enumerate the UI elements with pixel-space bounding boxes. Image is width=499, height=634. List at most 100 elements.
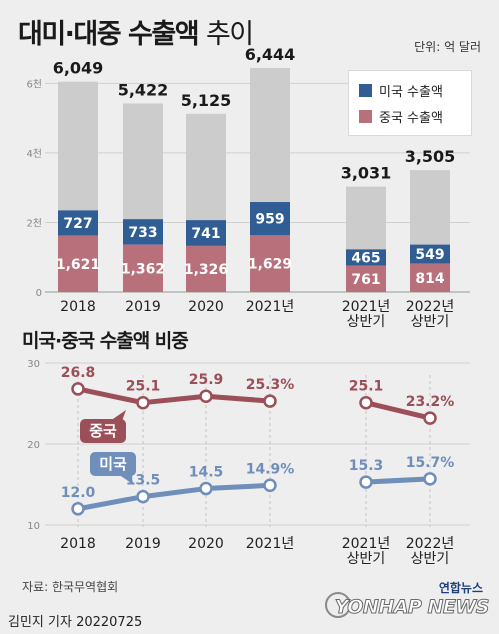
- line-x-tick-label: 2021년: [246, 536, 295, 552]
- source-note: 자료: 한국무역협회: [22, 580, 119, 594]
- bar-total-label: 3,031: [341, 164, 392, 183]
- us-share-line: [363, 476, 433, 485]
- us-share-point: [263, 478, 277, 493]
- bar-rest-segment: [123, 103, 163, 220]
- china-share-point: [136, 395, 150, 410]
- china-share-line: [363, 400, 433, 421]
- us-series-tag-pointer: [118, 474, 134, 485]
- line-y-tick-label: 10: [27, 521, 40, 532]
- bar-us-segment: [250, 202, 290, 236]
- page-title: 대미·대중 수출액 추이: [18, 12, 254, 51]
- bar-us-value-label: 959: [255, 212, 284, 228]
- bar-us-segment: [346, 249, 386, 266]
- bar-us-segment: [186, 220, 226, 246]
- legend-item-us: 미국 수출액: [359, 81, 443, 100]
- bar-total-label: 3,505: [405, 147, 456, 166]
- us-share-value-label: 14.9%: [246, 461, 295, 477]
- china-series-tag: [80, 419, 126, 443]
- bar-x-tick-label: 2022년 상반기: [406, 299, 455, 330]
- bar-us-segment: [123, 219, 163, 245]
- us-share-value-label: 15.3: [349, 458, 384, 474]
- bar-china-segment: [58, 235, 98, 292]
- legend-swatch-china: [359, 110, 372, 123]
- china-series-tag-pointer: [110, 410, 126, 421]
- china-share-value-label: 25.9: [189, 372, 224, 388]
- china-share-value-label: 26.8: [61, 365, 96, 381]
- bar-rest-segment: [186, 113, 226, 221]
- bar-x-tick-label: 2019: [125, 299, 161, 315]
- us-share-point: [136, 489, 150, 504]
- line-x-tick-label: 2018: [60, 536, 96, 552]
- title-light: 추이: [205, 19, 254, 50]
- us-share-point: [71, 502, 85, 516]
- bar-us-segment: [58, 210, 98, 236]
- unit-label: 단위: 억 달러: [414, 40, 481, 54]
- bar-y-tick-label: 6천: [26, 78, 42, 90]
- bar-x-tick-label: 2018: [60, 299, 96, 315]
- bar-china-segment: [346, 265, 386, 292]
- us-share-point: [199, 481, 213, 496]
- china-share-point: [359, 395, 373, 410]
- china-share-point: [199, 389, 213, 403]
- reporter-credit: 김민지 기자 20220725: [8, 615, 143, 630]
- yonhap-logo: 연합뉴스 YONHAP NEWS: [319, 578, 490, 628]
- title-strong: 대미·대중 수출액: [18, 19, 200, 50]
- bar-china-segment: [410, 263, 450, 292]
- legend-item-china: 중국 수출액: [359, 107, 443, 126]
- bar-y-tick-label: 2천: [26, 217, 42, 229]
- us-series-tag: [90, 452, 136, 476]
- bar-china-value-label: 1,629: [248, 257, 292, 273]
- bar-china-value-label: 814: [415, 271, 444, 287]
- us-share-point: [423, 472, 437, 486]
- line-x-tick-label: 2019: [125, 536, 161, 552]
- bar-x-tick-label: 2021년: [246, 299, 295, 315]
- legend: 미국 수출액 중국 수출액: [348, 70, 472, 136]
- china-share-point: [263, 394, 277, 408]
- china-share-point: [423, 411, 437, 425]
- bar-us-segment: [410, 244, 450, 264]
- bar-china-segment: [250, 235, 290, 292]
- bar-us-value-label: 741: [191, 226, 220, 242]
- legend-label-us: 미국 수출액: [379, 85, 443, 100]
- china-share-value-label: 23.2%: [406, 394, 455, 410]
- us-share-value-label: 12.0: [61, 485, 96, 501]
- bar-china-segment: [186, 245, 226, 292]
- line-y-tick-label: 30: [27, 359, 40, 370]
- line-x-tick-label: 2022년 상반기: [406, 536, 455, 567]
- bar-y-tick-label: 4천: [26, 148, 42, 160]
- us-share-value-label: 13.5: [126, 473, 161, 489]
- bar-china-value-label: 1,326: [184, 262, 228, 278]
- bar-total-label: 6,049: [53, 59, 104, 78]
- bar-rest-segment: [58, 81, 98, 211]
- line-x-tick-label: 2020: [188, 536, 224, 552]
- bar-rest-segment: [346, 186, 386, 250]
- bar-y-tick-label: 0: [36, 288, 42, 299]
- bar-us-value-label: 549: [415, 247, 444, 263]
- us-series-tag-label: 미국: [99, 455, 127, 473]
- us-share-value-label: 15.7%: [406, 455, 455, 471]
- us-share-value-label: 14.5: [189, 465, 224, 481]
- legend-swatch-us: [359, 84, 372, 97]
- china-share-value-label: 25.1: [349, 379, 384, 395]
- bar-total-label: 5,422: [118, 80, 169, 99]
- bar-us-value-label: 465: [351, 250, 380, 266]
- bar-us-value-label: 727: [63, 216, 92, 232]
- line-x-tick-label: 2021년 상반기: [342, 536, 391, 567]
- us-share-line: [75, 482, 273, 512]
- logo-ring-icon: [325, 592, 351, 618]
- bar-china-value-label: 761: [351, 272, 380, 288]
- legend-label-china: 중국 수출액: [379, 111, 443, 126]
- china-series-tag-label: 중국: [89, 422, 117, 440]
- bar-rest-segment: [250, 67, 290, 203]
- logo-english: YONHAP NEWS: [334, 596, 490, 619]
- bar-total-label: 6,444: [245, 45, 296, 64]
- bar-total-label: 5,125: [181, 91, 232, 110]
- china-share-value-label: 25.3%: [246, 377, 295, 393]
- us-share-point: [359, 475, 373, 489]
- china-share-point: [71, 382, 85, 396]
- bar-x-tick-label: 2020: [188, 299, 224, 315]
- line-y-tick-label: 20: [27, 440, 40, 451]
- bar-us-value-label: 733: [128, 225, 157, 241]
